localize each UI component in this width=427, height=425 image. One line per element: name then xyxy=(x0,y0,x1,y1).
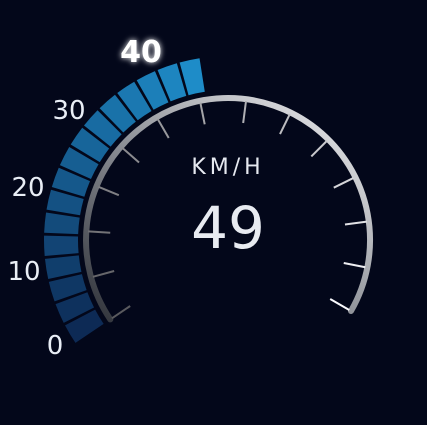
speed-segment xyxy=(84,110,122,147)
dial-tick xyxy=(111,305,131,320)
speed-progress-segments xyxy=(43,58,205,343)
dial-tick xyxy=(199,102,206,125)
dial-tick xyxy=(156,118,170,139)
dial-tick xyxy=(121,147,140,164)
speed-readout: 49 xyxy=(191,194,265,262)
speed-segment xyxy=(48,274,87,302)
speed-segment xyxy=(46,189,84,216)
speed-segment xyxy=(59,147,99,179)
unit-label: KM/H xyxy=(191,155,264,180)
speed-segment xyxy=(117,81,152,121)
dial-tick xyxy=(329,298,350,311)
speed-segment xyxy=(44,212,80,235)
speed-segment xyxy=(44,255,82,280)
speed-segment xyxy=(65,309,104,343)
dial-tick xyxy=(343,262,366,269)
dial-tick xyxy=(242,101,247,124)
speed-segment xyxy=(51,167,91,197)
dial-ticks xyxy=(88,101,367,320)
speed-segment xyxy=(136,71,169,110)
scale-label-40: 40 xyxy=(120,35,162,70)
speed-segment xyxy=(43,235,79,257)
dial-tick xyxy=(310,140,328,158)
scale-label-0: 0 xyxy=(47,331,64,361)
dial-tick xyxy=(92,270,115,278)
dial-arc xyxy=(83,94,373,323)
dial-tick xyxy=(333,177,354,189)
speed-segment xyxy=(55,292,95,323)
dial-tick xyxy=(344,220,367,226)
speed-segment xyxy=(157,63,187,102)
scale-label-10: 10 xyxy=(7,257,40,287)
speed-segment xyxy=(99,94,136,133)
speed-segment xyxy=(70,127,110,163)
dial-tick xyxy=(98,185,120,197)
scale-label-30: 30 xyxy=(52,96,85,126)
dial-tick xyxy=(279,113,291,135)
speed-segment xyxy=(179,58,205,96)
scale-label-20: 20 xyxy=(11,173,44,203)
dial-tick xyxy=(88,230,111,234)
